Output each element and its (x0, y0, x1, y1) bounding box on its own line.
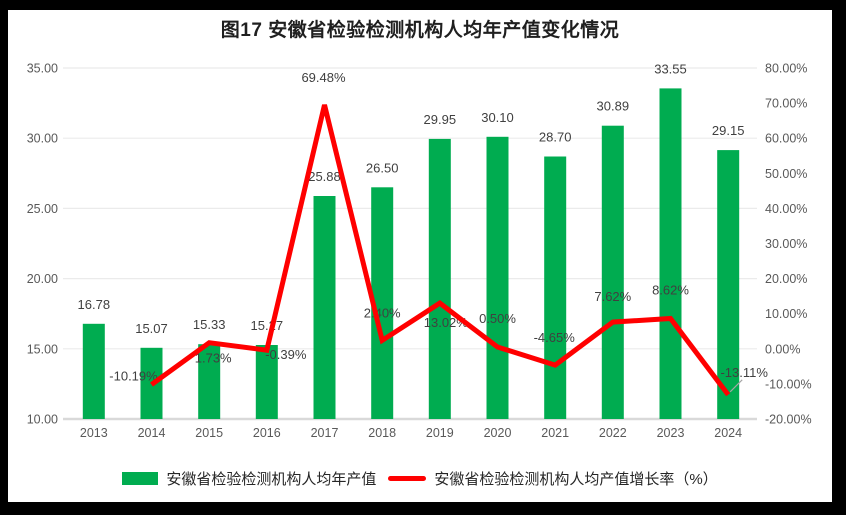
chart-title: 图17 安徽省检验检测机构人均年产值变化情况 (220, 20, 620, 41)
bar-value-label: 15.07 (135, 321, 168, 336)
bar-2022 (601, 125, 624, 419)
axis-tick-right: 80.00% (765, 62, 807, 76)
bar-value-label: 33.55 (654, 61, 687, 76)
x-axis-label: 2017 (311, 426, 339, 440)
bar-2017 (313, 196, 336, 419)
bar-2019 (428, 138, 451, 419)
label-leader-line (729, 379, 743, 393)
x-axis-label: 2024 (714, 426, 742, 440)
bar-value-label: 25.88 (308, 169, 341, 184)
x-axis-label: 2019 (426, 426, 454, 440)
bar-2015 (198, 344, 221, 419)
axis-tick-left: 35.00 (27, 62, 58, 76)
growth-line (150, 104, 731, 397)
axis-tick-right: 20.00% (765, 272, 807, 286)
line-value-label: 2.40% (364, 305, 401, 320)
axis-tick-right: 50.00% (765, 167, 807, 181)
line-value-label: -13.11% (720, 365, 768, 380)
bar-value-label: 30.10 (481, 110, 514, 125)
x-axis-label: 2013 (80, 426, 108, 440)
x-axis-label: 2020 (484, 426, 512, 440)
legend-line-swatch-icon (388, 476, 427, 481)
axis-tick-right: 40.00% (765, 202, 807, 216)
chart-plot-area: 35.00 30.00 25.00 20.00 15.00 10.00 80.00% 70.0… (8, 10, 832, 502)
axis-tick-right: 70.00% (765, 97, 807, 111)
legend-bar-label: 安徽省检验检测机构人均年产值 (166, 471, 377, 488)
x-axis-label: 2022 (599, 426, 627, 440)
axis-tick-left: 30.00 (27, 132, 58, 146)
x-axis-label: 2021 (541, 426, 569, 440)
line-value-label: 1.73% (195, 351, 232, 366)
legend-item-bar-series: 安徽省检验检测机构人均年产值 (122, 468, 376, 489)
bar-value-label: 15.27 (251, 318, 284, 333)
axis-tick-left: 15.00 (27, 342, 58, 356)
line-value-label: 69.48% (301, 70, 346, 85)
bar-value-label: 28.70 (539, 130, 572, 145)
bar-value-label: 26.50 (366, 160, 399, 175)
bar-2021 (544, 156, 567, 419)
legend-bar-swatch-icon (122, 472, 159, 485)
bar-2024 (717, 150, 740, 419)
bar-value-label: 29.95 (424, 112, 457, 127)
line-value-label: -10.19% (109, 369, 158, 384)
chart-canvas: 图17 安徽省检验检测机构人均年产值变化情况 35.00 30.00 25.00 20… (8, 10, 832, 502)
bar-2018 (371, 187, 394, 419)
legend-item-line-series: 安徽省检验检测机构人均产值增长率（%） (388, 468, 718, 489)
axis-tick-right: 60.00% (765, 132, 807, 146)
axis-tick-left: 25.00 (27, 202, 58, 216)
line-value-label: 0.50% (479, 311, 516, 326)
axis-tick-right: -10.00% (765, 377, 812, 391)
bar-value-label: 15.33 (193, 317, 226, 332)
x-axis-label: 2023 (657, 426, 685, 440)
axis-tick-left: 20.00 (27, 272, 58, 286)
axis-tick-right: 10.00% (765, 307, 807, 321)
bar-2023 (659, 88, 682, 420)
bar-2016 (255, 345, 278, 419)
line-value-label: -4.65% (534, 330, 576, 345)
bar-value-label: 16.78 (78, 297, 111, 312)
chart-svg: 35.00 30.00 25.00 20.00 15.00 10.00 80.00% 70.0… (27, 61, 812, 440)
bar-2013 (82, 323, 105, 419)
axis-tick-right: 0.00% (765, 342, 800, 356)
axis-tick-right: -20.00% (765, 413, 812, 427)
line-value-label: 8.62% (652, 283, 689, 298)
bar-2020 (486, 136, 509, 420)
x-axis-label: 2014 (138, 426, 166, 440)
legend-line-label: 安徽省检验检测机构人均产值增长率（%） (434, 471, 718, 488)
line-value-label: 7.62% (594, 289, 631, 304)
x-axis-label: 2018 (368, 426, 396, 440)
axis-tick-right: 30.00% (765, 237, 807, 251)
x-axis-label: 2015 (195, 426, 223, 440)
line-value-label: -0.39% (265, 347, 307, 362)
legend: 安徽省检验检测机构人均年产值 安徽省检验检测机构人均产值增长率（%） (8, 468, 832, 489)
axis-tick-left: 10.00 (27, 413, 58, 427)
x-axis-label: 2016 (253, 426, 281, 440)
bar-value-label: 30.89 (597, 99, 630, 114)
bar-value-label: 29.15 (712, 123, 745, 138)
